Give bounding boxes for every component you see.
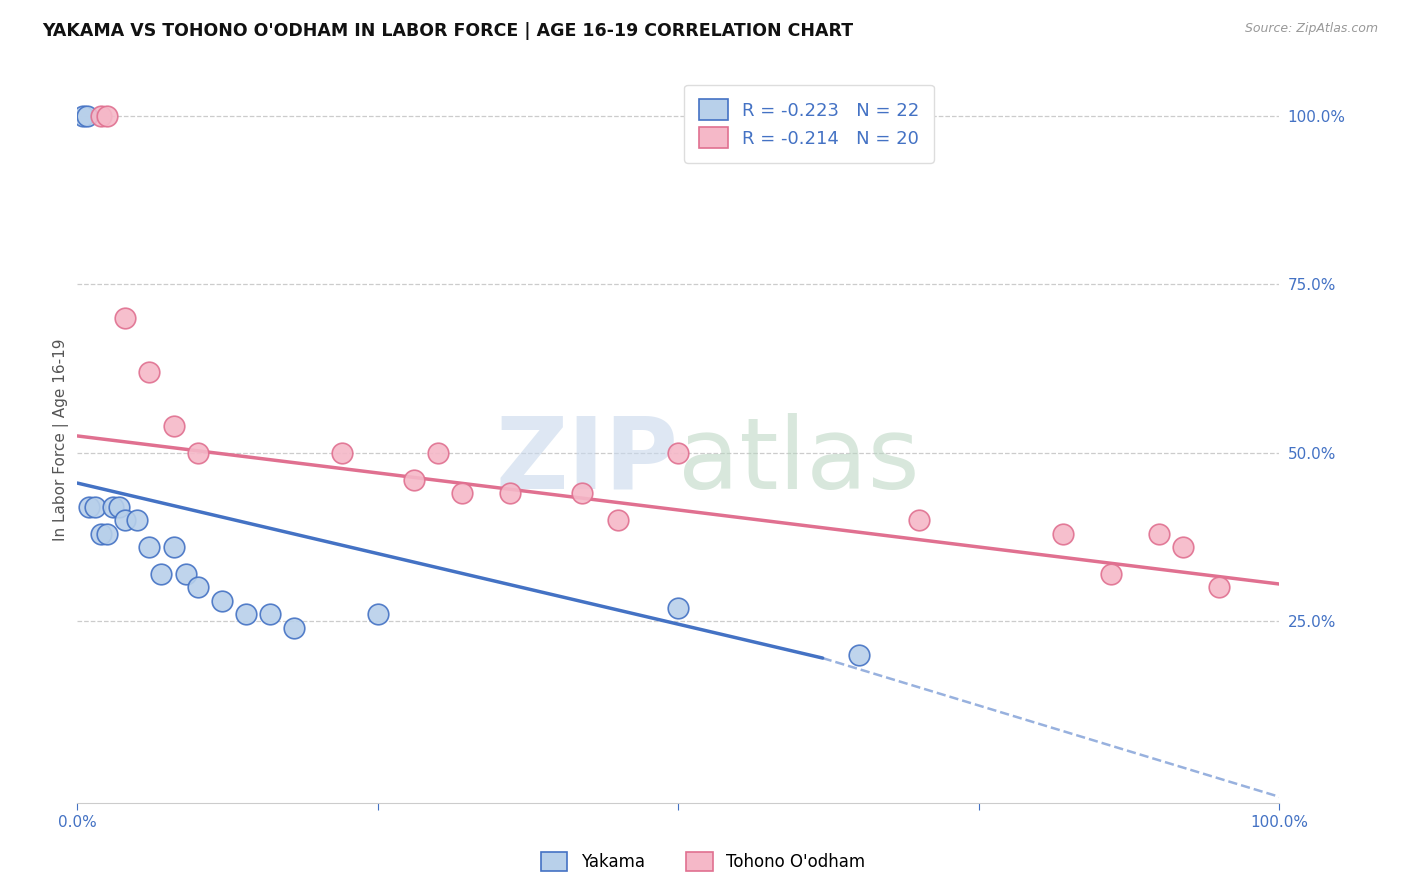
Point — [103, 500, 125, 514]
Point — [451, 486, 474, 500]
Point — [90, 109, 112, 123]
Point — [84, 500, 107, 514]
Point — [330, 446, 353, 460]
Point — [1208, 581, 1230, 595]
Point — [90, 526, 112, 541]
Point — [211, 594, 233, 608]
Point — [499, 486, 522, 500]
Text: Source: ZipAtlas.com: Source: ZipAtlas.com — [1244, 22, 1378, 36]
Point — [187, 446, 209, 460]
Point — [76, 109, 98, 123]
Legend: Yakama, Tohono O'odham: Yakama, Tohono O'odham — [533, 843, 873, 880]
Point — [108, 500, 131, 514]
Point — [162, 418, 184, 433]
Point — [908, 513, 931, 527]
Point — [259, 607, 281, 622]
Point — [367, 607, 389, 622]
Point — [427, 446, 450, 460]
Point — [174, 566, 197, 581]
Point — [138, 365, 160, 379]
Point — [1149, 526, 1171, 541]
Y-axis label: In Labor Force | Age 16-19: In Labor Force | Age 16-19 — [53, 338, 69, 541]
Legend: R = -0.223   N = 22, R = -0.214   N = 20: R = -0.223 N = 22, R = -0.214 N = 20 — [685, 85, 934, 162]
Point — [607, 513, 630, 527]
Point — [114, 513, 136, 527]
Point — [96, 109, 118, 123]
Text: atlas: atlas — [679, 413, 920, 509]
Point — [138, 540, 160, 554]
Point — [848, 648, 870, 662]
Point — [150, 566, 173, 581]
Point — [668, 600, 690, 615]
Point — [162, 540, 184, 554]
Point — [72, 109, 94, 123]
Point — [187, 581, 209, 595]
Point — [571, 486, 593, 500]
Point — [402, 473, 425, 487]
Point — [283, 621, 305, 635]
Point — [127, 513, 149, 527]
Point — [96, 526, 118, 541]
Point — [79, 500, 101, 514]
Point — [1052, 526, 1074, 541]
Point — [668, 446, 690, 460]
Text: YAKAMA VS TOHONO O'ODHAM IN LABOR FORCE | AGE 16-19 CORRELATION CHART: YAKAMA VS TOHONO O'ODHAM IN LABOR FORCE … — [42, 22, 853, 40]
Point — [235, 607, 257, 622]
Point — [114, 311, 136, 326]
Point — [1099, 566, 1122, 581]
Text: ZIP: ZIP — [495, 413, 679, 509]
Point — [1173, 540, 1195, 554]
